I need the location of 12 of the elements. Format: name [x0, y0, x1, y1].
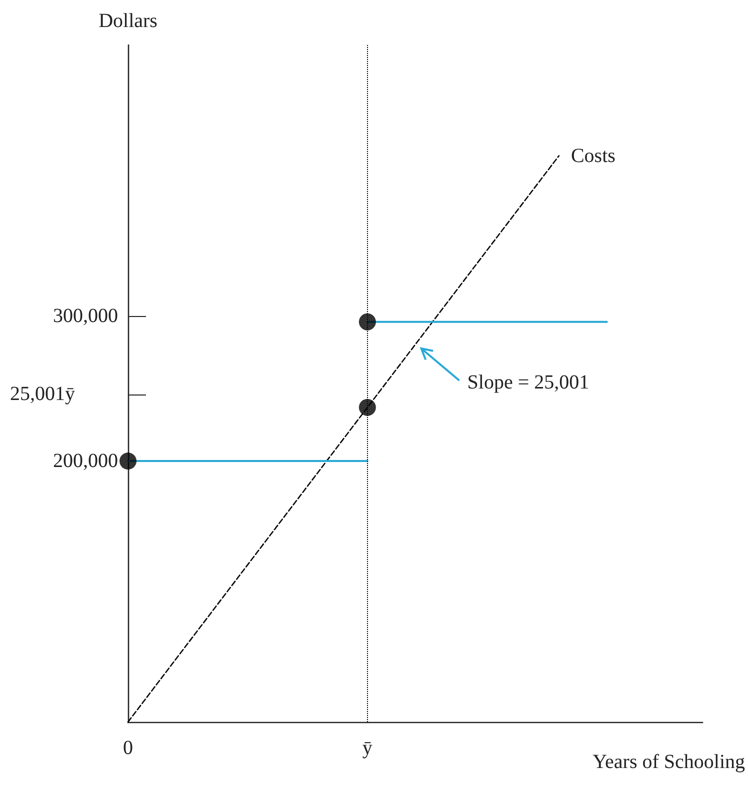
- point: [358, 313, 376, 330]
- y-tick-label: 200,000: [53, 450, 118, 472]
- point: [120, 452, 136, 470]
- x-tick-label: 0: [123, 737, 133, 759]
- y-tick-label: 300,000: [53, 305, 118, 328]
- y-axis-title: Dollars: [98, 10, 158, 32]
- x-axis-title: Years of Schooling: [592, 751, 746, 773]
- annotation: Slope = 25,001: [467, 372, 590, 394]
- x-tick-label: ȳ: [362, 737, 372, 759]
- point: [358, 398, 376, 416]
- text: 25,001ȳ: [10, 383, 75, 405]
- series-label: Costs: [570, 144, 616, 167]
